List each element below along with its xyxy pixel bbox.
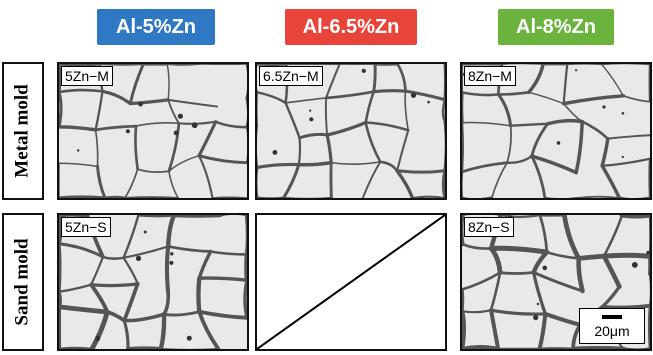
micrograph-5zn-m: 5Zn−M bbox=[57, 62, 249, 200]
panel-label: 8Zn−S bbox=[464, 217, 514, 237]
row-label-metal-mold-text: Metal mold bbox=[12, 84, 33, 178]
micrograph-8zn-m: 8Zn−M bbox=[460, 62, 652, 200]
header-al-8zn: Al-8%Zn bbox=[498, 9, 614, 45]
row-label-sand-mold: Sand mold bbox=[2, 213, 44, 351]
micrograph-5zn-s: 5Zn−S bbox=[57, 213, 249, 351]
scale-bar: 20μm bbox=[579, 308, 645, 344]
microstructure-image bbox=[257, 64, 445, 198]
scale-bar-label: 20μm bbox=[594, 323, 630, 339]
panel-label: 5Zn−M bbox=[61, 66, 113, 86]
header-al-6-5zn: Al-6.5%Zn bbox=[285, 9, 417, 45]
microstructure-image bbox=[462, 64, 650, 198]
header-al-6-5zn-label: Al-6.5%Zn bbox=[302, 15, 400, 38]
row-label-sand-mold-text: Sand mold bbox=[12, 238, 33, 326]
header-al-8zn-label: Al-8%Zn bbox=[516, 15, 596, 38]
empty-panel-6-5zn-s bbox=[255, 213, 447, 351]
row-label-metal-mold: Metal mold bbox=[2, 62, 44, 200]
scale-bar-line bbox=[602, 315, 622, 319]
diagonal-cross-line bbox=[257, 215, 445, 349]
panel-label: 8Zn−M bbox=[464, 66, 516, 86]
microstructure-image bbox=[59, 215, 247, 349]
micrograph-8zn-s: 8Zn−S 20μm bbox=[460, 213, 652, 351]
panel-label: 6.5Zn−M bbox=[259, 66, 323, 86]
panel-label: 5Zn−S bbox=[61, 217, 111, 237]
micrograph-6-5zn-m: 6.5Zn−M bbox=[255, 62, 447, 200]
microstructure-image bbox=[59, 64, 247, 198]
header-al-5zn: Al-5%Zn bbox=[97, 9, 215, 45]
header-al-5zn-label: Al-5%Zn bbox=[116, 15, 196, 38]
